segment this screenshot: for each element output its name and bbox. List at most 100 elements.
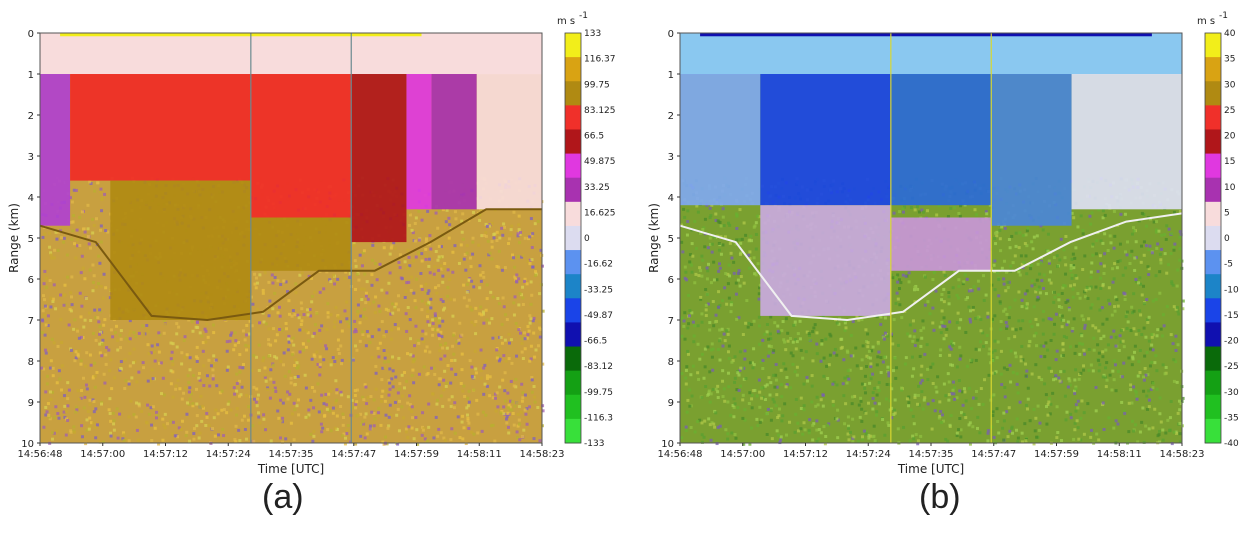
noise-speck (245, 348, 249, 352)
noise-speck (205, 322, 209, 326)
noise-speck (723, 339, 727, 343)
noise-speck (397, 308, 401, 312)
noise-speck (463, 252, 467, 256)
noise-speck (437, 208, 441, 212)
noise-speck (914, 433, 918, 437)
x-tick-label: 14:58:11 (1097, 449, 1142, 460)
noise-speck (687, 322, 691, 326)
noise-speck (721, 395, 725, 399)
noise-speck (860, 407, 864, 411)
noise-speck (359, 434, 363, 438)
noise-speck (101, 338, 105, 342)
noise-speck (414, 255, 418, 259)
noise-speck (67, 388, 71, 392)
noise-speck (485, 297, 489, 301)
noise-speck (1038, 291, 1042, 295)
noise-speck (697, 274, 701, 278)
noise-speck (688, 309, 692, 313)
velocity-region (250, 217, 352, 271)
noise-speck (1155, 369, 1159, 373)
noise-speck (750, 361, 754, 365)
noise-speck (901, 207, 905, 211)
noise-speck (1095, 239, 1099, 243)
noise-speck (414, 216, 418, 220)
noise-speck (371, 243, 375, 247)
noise-speck (911, 339, 915, 343)
noise-speck (48, 278, 52, 282)
noise-speck (66, 418, 70, 422)
noise-speck (423, 349, 427, 353)
noise-speck (517, 303, 521, 307)
noise-speck (765, 432, 769, 436)
noise-speck (470, 308, 474, 312)
noise-speck (438, 349, 442, 353)
noise-speck (184, 434, 188, 438)
noise-speck (1108, 234, 1112, 238)
noise-speck (308, 307, 312, 311)
noise-speck (358, 339, 362, 343)
noise-speck (257, 368, 261, 372)
noise-speck (1005, 324, 1009, 328)
noise-speck (763, 384, 767, 388)
noise-speck (79, 315, 83, 319)
noise-speck (784, 317, 788, 321)
noise-speck (1116, 422, 1120, 426)
noise-speck (57, 416, 61, 420)
noise-speck (734, 212, 738, 216)
noise-speck (802, 421, 806, 425)
noise-speck (680, 316, 684, 320)
noise-speck (977, 348, 981, 352)
noise-speck (936, 375, 940, 379)
noise-speck (284, 321, 288, 325)
noise-speck (426, 372, 430, 376)
noise-speck (92, 410, 96, 414)
velocity-region (406, 74, 432, 210)
noise-speck (471, 210, 475, 214)
noise-speck (896, 273, 900, 277)
noise-speck (507, 403, 511, 407)
noise-speck (416, 339, 420, 343)
noise-speck (1015, 417, 1019, 421)
noise-speck (1146, 320, 1150, 324)
noise-speck (242, 414, 246, 418)
noise-speck (119, 329, 123, 333)
noise-speck (1069, 284, 1073, 288)
noise-speck (372, 398, 376, 402)
noise-speck (339, 404, 343, 408)
noise-speck (1149, 387, 1153, 391)
noise-speck (1151, 386, 1155, 390)
noise-speck (506, 411, 510, 415)
noise-speck (947, 398, 951, 402)
noise-speck (215, 384, 219, 388)
noise-speck (83, 395, 87, 399)
noise-speck (835, 417, 839, 421)
noise-speck (449, 381, 453, 385)
noise-speck (197, 436, 201, 440)
noise-speck (961, 403, 965, 407)
noise-speck (1150, 333, 1154, 337)
noise-speck (532, 331, 536, 335)
colorbar-swatch (1205, 274, 1221, 299)
noise-speck (62, 236, 66, 240)
noise-speck (100, 354, 104, 358)
noise-speck (119, 337, 123, 341)
noise-speck (365, 402, 369, 406)
noise-speck (1039, 261, 1043, 265)
noise-speck (440, 255, 444, 259)
noise-speck (439, 330, 443, 334)
noise-speck (974, 389, 978, 393)
noise-speck (845, 381, 849, 385)
noise-speck (1170, 442, 1174, 446)
noise-speck (1172, 430, 1176, 434)
noise-speck (1091, 242, 1095, 246)
noise-speck (422, 427, 426, 431)
noise-speck (220, 408, 224, 412)
noise-speck (724, 428, 728, 432)
noise-speck (45, 276, 49, 280)
noise-speck (877, 381, 881, 385)
noise-speck (774, 363, 778, 367)
velocity-region (351, 74, 407, 243)
noise-speck (779, 438, 783, 442)
x-tick-label: 14:58:23 (1160, 449, 1205, 460)
noise-speck (66, 397, 70, 401)
